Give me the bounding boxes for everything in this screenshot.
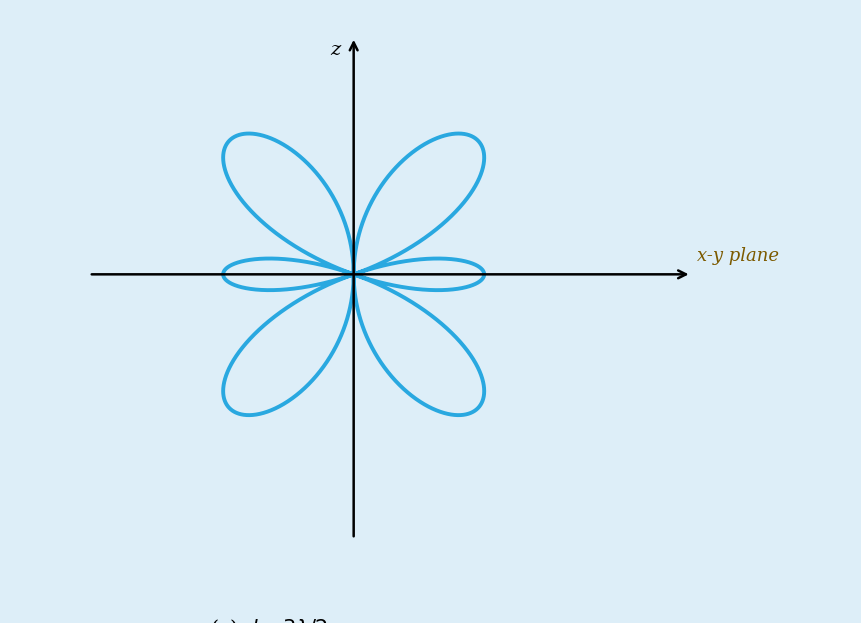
Text: z: z — [331, 40, 341, 59]
Text: (c)  $l = 3\lambda/2$: (c) $l = 3\lambda/2$ — [210, 617, 328, 623]
Text: x-y plane: x-y plane — [697, 247, 779, 265]
